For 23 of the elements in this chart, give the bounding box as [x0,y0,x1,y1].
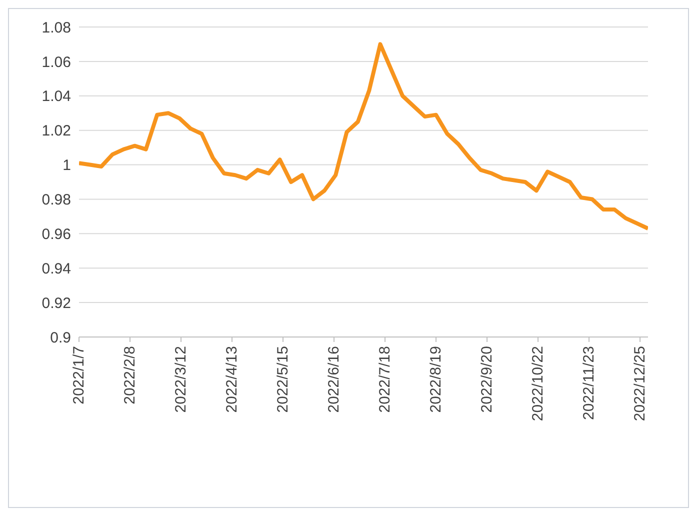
x-tick-label: 2022/3/12 [172,346,190,413]
y-tick-label: 0.92 [42,294,71,312]
y-tick-label: 1.04 [42,88,71,106]
y-tick-label: 1.08 [42,19,71,36]
x-tick-label: 2022/4/13 [224,346,241,413]
line-series [79,42,648,230]
y-tick-label: 0.96 [42,226,71,243]
x-tick-label: 2022/11/23 [580,346,598,420]
y-tick-label: 0.94 [42,260,71,278]
x-tick-label: 2022/1/7 [70,346,88,404]
x-tick-label: 2022/8/19 [428,346,445,413]
y-tick-label: 1.06 [42,54,71,71]
x-tick-label: 2022/2/8 [122,346,139,404]
x-tick-label: 2022/7/18 [376,346,394,413]
x-tick-label: 2022/12/25 [632,346,649,422]
y-tick-label: 0.9 [50,329,71,346]
x-tick-label: 2022/6/16 [326,346,343,413]
x-tick-label: 2022/9/20 [478,346,496,413]
x-tick-label: 2022/10/22 [530,346,547,422]
y-tick-label: 1.02 [42,122,71,140]
y-tick-label: 0.98 [42,192,71,209]
y-tick-label: 1 [62,157,71,174]
x-tick-label: 2022/5/15 [274,346,292,413]
